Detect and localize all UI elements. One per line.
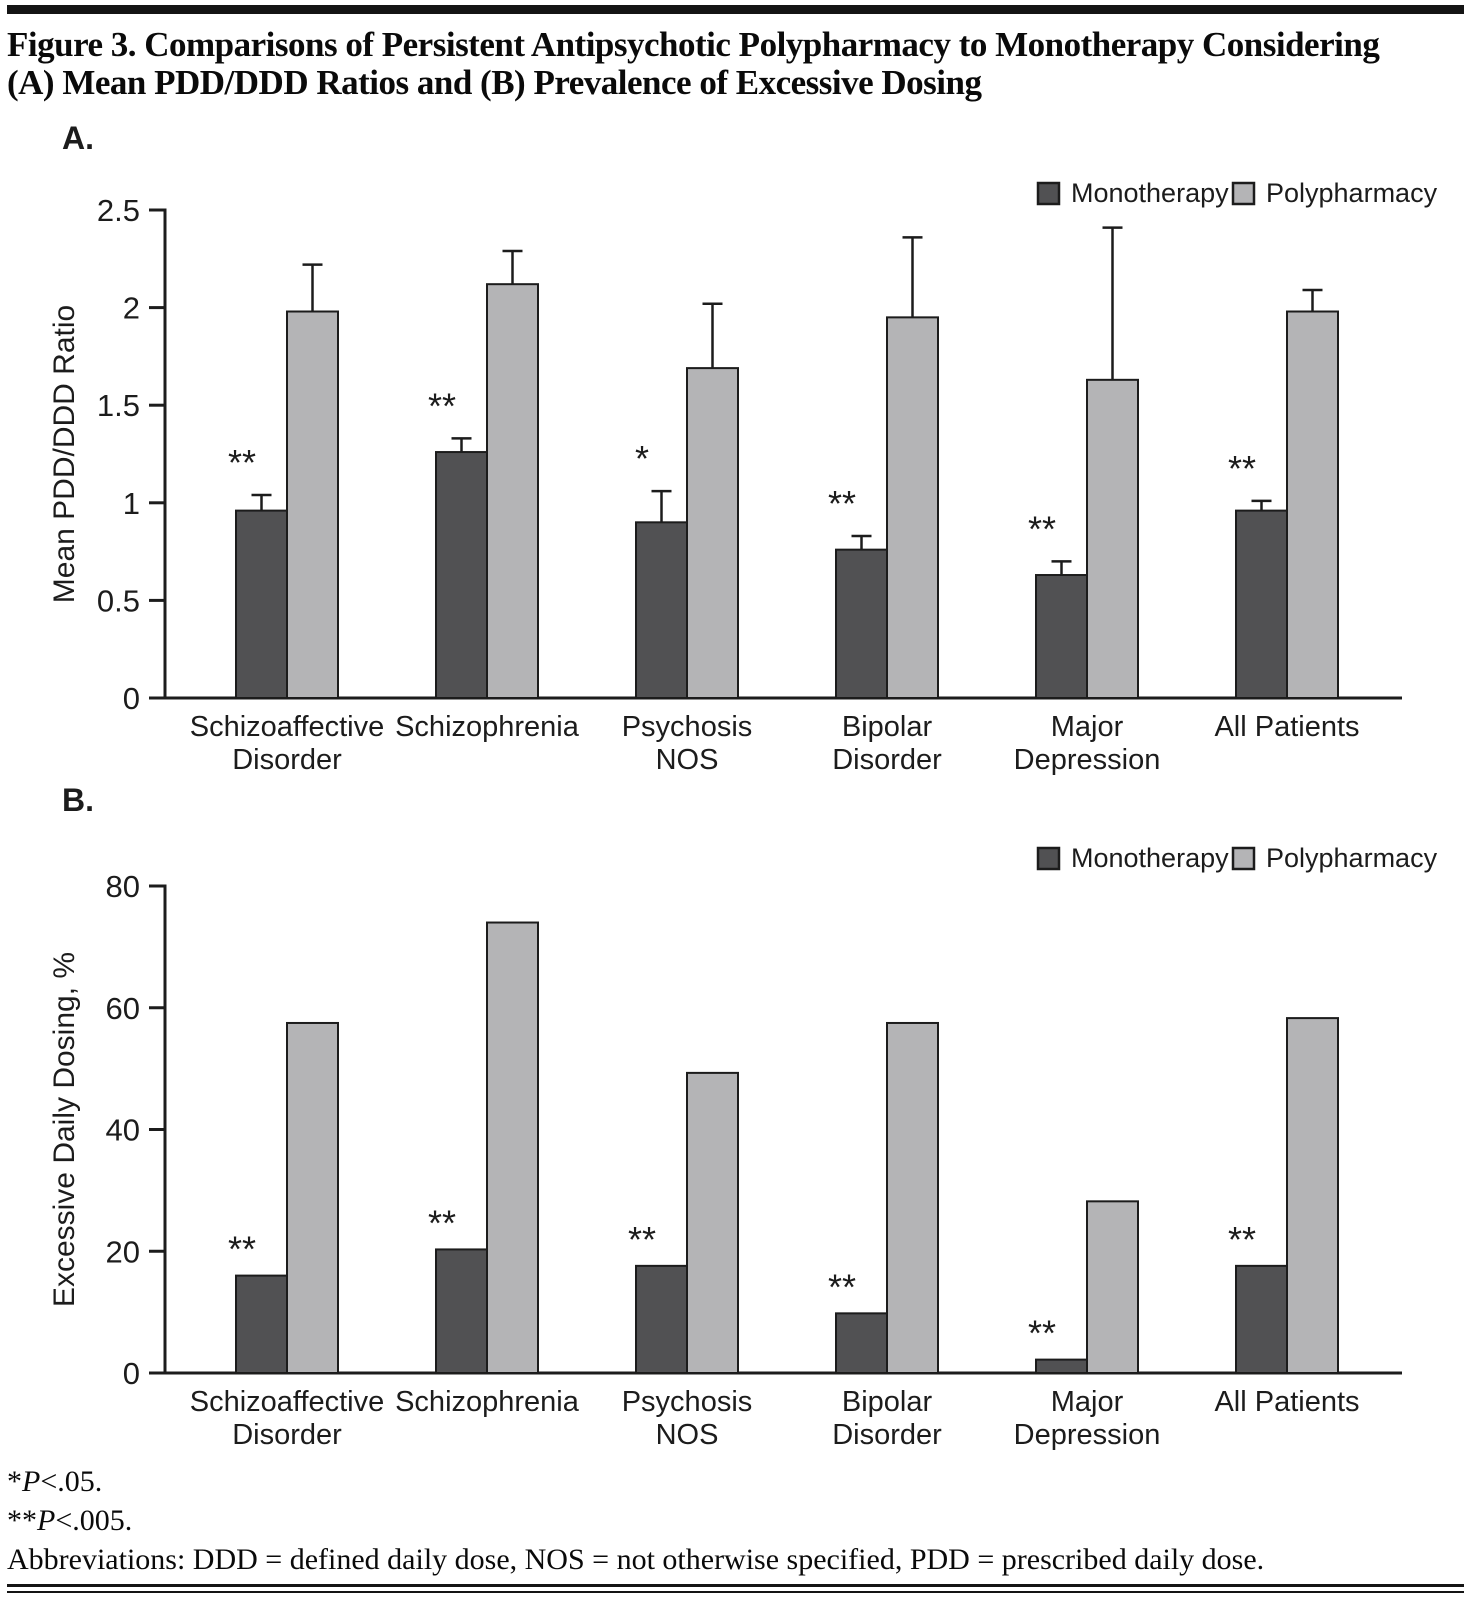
category-label-4-line-1: Depression (1014, 744, 1161, 776)
significance-marker-2: ** (628, 1219, 656, 1260)
footnotes: *P<.05. **P<.005. Abbreviations: DDD = d… (7, 1462, 1264, 1579)
legend-label-monotherapy: Monotherapy (1071, 178, 1229, 208)
category-label-2-line-0: Psychosis (622, 1386, 753, 1418)
y-tick-label-3: 1.5 (97, 388, 140, 423)
category-label-1-line-0: Schizophrenia (395, 711, 580, 743)
bar-polypharmacy-1 (486, 921, 539, 1375)
bar-monotherapy-2 (635, 521, 688, 699)
y-axis-title: Mean PDD/DDD Ratio (48, 305, 81, 603)
bar-monotherapy-1 (435, 1248, 488, 1374)
significance-marker-2: * (635, 438, 649, 479)
category-label-0-line-1: Disorder (232, 1419, 342, 1450)
significance-marker-5: ** (1228, 448, 1256, 489)
bar-polypharmacy-0 (286, 1021, 339, 1374)
y-tick-label-1: 20 (106, 1234, 140, 1269)
significance-marker-1: ** (428, 1202, 456, 1243)
y-tick-label-5: 2.5 (97, 193, 140, 228)
category-label-3-line-1: Disorder (832, 1419, 942, 1450)
footnote-marker: ** (7, 1504, 37, 1537)
significance-marker-5: ** (1228, 1219, 1256, 1260)
bar-monotherapy-4 (1035, 574, 1088, 699)
bar-monotherapy-4 (1035, 1358, 1088, 1374)
panel-b-label: B. (62, 782, 94, 818)
footnote-marker: * (7, 1465, 22, 1498)
category-label-5-line-0: All Patients (1214, 1386, 1359, 1418)
bar-polypharmacy-5 (1286, 1017, 1339, 1374)
category-label-2-line-0: Psychosis (622, 711, 753, 743)
significance-marker-0: ** (228, 1229, 256, 1270)
bar-monotherapy-3 (835, 548, 888, 700)
footnote-p-symbol: P (37, 1504, 56, 1537)
category-label-1-line-0: Schizophrenia (395, 1386, 580, 1418)
y-tick-label-0: 0 (123, 1356, 140, 1391)
bar-polypharmacy-3 (886, 316, 939, 700)
y-tick-label-3: 60 (106, 991, 140, 1026)
category-label-3-line-0: Bipolar (842, 711, 933, 743)
bar-monotherapy-0 (235, 509, 288, 699)
figure-title: Figure 3. Comparisons of Persistent Anti… (7, 25, 1380, 102)
y-tick-label-4: 80 (106, 869, 140, 904)
bar-polypharmacy-2 (686, 1071, 739, 1374)
legend-label-polypharmacy: Polypharmacy (1266, 843, 1438, 873)
footnote-abbreviations: Abbreviations: DDD = defined daily dose,… (7, 1543, 1265, 1576)
bar-monotherapy-5 (1235, 1264, 1288, 1374)
y-tick-label-0: 0 (123, 681, 140, 716)
bar-polypharmacy-3 (886, 1021, 939, 1374)
figure-title-line-1: Figure 3. Comparisons of Persistent Anti… (7, 25, 1380, 64)
category-label-4-line-0: Major (1051, 1386, 1124, 1418)
bar-polypharmacy-2 (686, 367, 739, 699)
bottom-rule (7, 1584, 1464, 1593)
category-label-3-line-1: Disorder (832, 744, 942, 776)
legend-swatch-monotherapy (1036, 181, 1061, 206)
category-label-0-line-1: Disorder (232, 744, 342, 776)
y-tick-label-1: 0.5 (97, 583, 140, 618)
significance-marker-0: ** (228, 442, 256, 483)
y-tick-label-4: 2 (123, 291, 140, 326)
legend-swatch-polypharmacy (1231, 846, 1256, 871)
significance-marker-4: ** (1028, 508, 1056, 549)
legend-label-monotherapy: Monotherapy (1071, 843, 1229, 873)
figure-title-line-2: (A) Mean PDD/DDD Ratios and (B) Prevalen… (7, 63, 982, 102)
bar-monotherapy-2 (635, 1264, 688, 1374)
top-rule (7, 5, 1464, 14)
legend-swatch-monotherapy (1036, 846, 1061, 871)
bar-polypharmacy-4 (1086, 378, 1139, 699)
legend-label-polypharmacy: Polypharmacy (1266, 178, 1438, 208)
bar-polypharmacy-4 (1086, 1200, 1139, 1374)
category-label-2-line-1: NOS (656, 1419, 719, 1450)
footnote-threshold: <.05. (40, 1465, 103, 1498)
category-label-5-line-0: All Patients (1214, 711, 1359, 743)
footnote-p-005: **P<.005. (7, 1501, 1264, 1540)
legend-swatch-polypharmacy (1231, 181, 1256, 206)
bar-polypharmacy-0 (286, 310, 339, 699)
bar-monotherapy-0 (235, 1274, 288, 1375)
footnote-p-05: *P<.05. (7, 1462, 1264, 1501)
footnote-p-symbol: P (22, 1465, 41, 1498)
category-label-2-line-1: NOS (656, 744, 719, 776)
significance-marker-3: ** (828, 1266, 856, 1307)
bar-monotherapy-1 (435, 451, 488, 699)
y-tick-label-2: 1 (123, 486, 140, 521)
category-label-0-line-0: Schizoaffective (190, 1386, 385, 1418)
footnote-threshold: <.005. (55, 1504, 133, 1537)
significance-marker-1: ** (428, 385, 456, 426)
category-label-4-line-1: Depression (1014, 1419, 1161, 1450)
category-label-3-line-0: Bipolar (842, 1386, 933, 1418)
significance-marker-4: ** (1028, 1313, 1056, 1354)
panel-b-chart: 0 20 40 60 80 Excessive Daily Dosing, % ** Schi… (48, 843, 1438, 1450)
bar-polypharmacy-1 (486, 283, 539, 699)
category-label-0-line-0: Schizoaffective (190, 711, 385, 743)
bar-monotherapy-3 (835, 1312, 888, 1375)
bar-monotherapy-5 (1235, 509, 1288, 699)
panel-a-label: A. (62, 120, 94, 156)
bar-polypharmacy-5 (1286, 310, 1339, 699)
y-axis-title: Excessive Daily Dosing, % (48, 952, 81, 1307)
panel-a-chart: 0 0.5 1 1.5 2 2.5 Mean PDD/DDD Ratio ** Schizoaf… (48, 178, 1438, 776)
significance-marker-3: ** (828, 483, 856, 524)
y-tick-label-2: 40 (106, 1113, 140, 1148)
category-label-4-line-0: Major (1051, 711, 1124, 743)
